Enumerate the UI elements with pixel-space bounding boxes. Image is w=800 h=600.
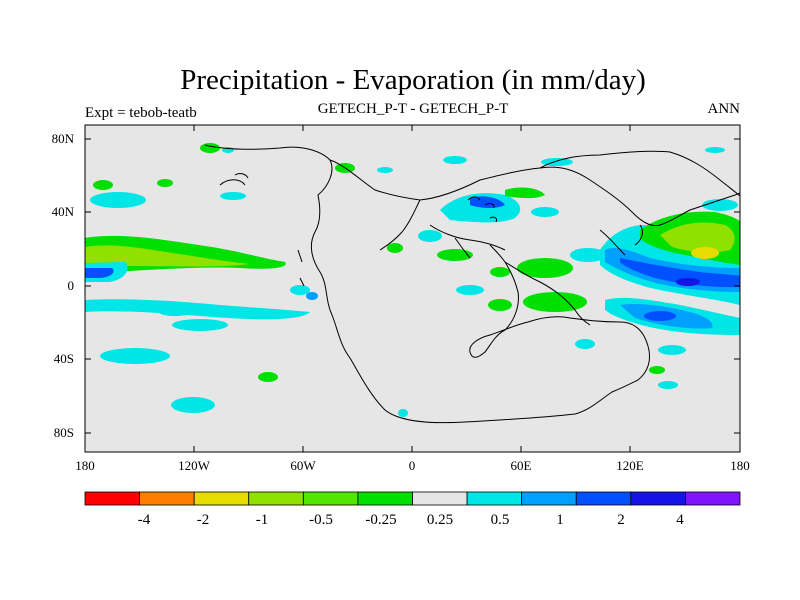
colorbar-label: -2: [197, 512, 210, 528]
contour-cyan-south-pacific-e: [658, 381, 678, 389]
coastline-americas-antarctica: [204, 144, 651, 424]
contour-cyan-south-pacific-f: [658, 345, 686, 355]
x-tick-label: 120W: [178, 458, 211, 473]
x-tick-label: 180: [75, 458, 95, 473]
colorbar-label: -1: [256, 512, 269, 528]
contour-green-north-pacific: [93, 180, 113, 190]
coastline-africa-east: [504, 261, 591, 326]
contour-lightgreen-west-pacific: [660, 222, 735, 253]
y-tick-label: 40S: [54, 351, 74, 366]
contour-cyan-indian: [570, 248, 606, 262]
dataset-label: GETECH_P-T - GETECH_P-T: [318, 101, 509, 117]
contour-cyan-southern-2: [575, 339, 595, 349]
colorbar-swatch: [193, 491, 250, 506]
contour-green-south-pacific-e: [649, 366, 665, 374]
colorbar-label: 0.5: [491, 512, 510, 528]
contour-lightgreen-pacific: [85, 245, 250, 267]
contour-cyan-east-asia: [702, 199, 738, 211]
contour-cyan-southern: [456, 285, 484, 295]
axis-ticks: [84, 125, 741, 452]
contour-blue-tethys: [470, 196, 505, 209]
colorbar-label: 2: [617, 512, 625, 528]
contour-cyan-atlantic: [418, 230, 442, 242]
contour-deepblue-west-pacific: [676, 278, 700, 286]
contour-cyan-north-pacific: [90, 192, 146, 208]
coastline-layer: [204, 144, 740, 424]
contour-green-africa: [517, 258, 573, 278]
colorbar-label: 4: [676, 512, 684, 528]
coastline-islands-north: [467, 196, 497, 223]
x-tick-label: 0: [409, 458, 416, 473]
y-tick-label: 0: [68, 278, 75, 293]
contour-cyan-south-pacific-3: [100, 348, 170, 364]
x-tick-label: 60E: [511, 458, 532, 473]
contour-green-arctic-1: [200, 143, 220, 153]
contour-cyan-arctic-3: [443, 156, 467, 164]
contour-green-tethys: [505, 187, 545, 199]
season-label: ANN: [708, 101, 741, 117]
coastline-eurasia: [539, 150, 740, 197]
contour-cyan-arctic-2: [377, 167, 393, 173]
contour-cyan-tethys-2: [531, 207, 559, 217]
colorbar-swatch: [466, 491, 523, 506]
contour-cyan-small-1: [159, 308, 191, 316]
contour-green-north-pacific-2: [157, 179, 173, 187]
colorbar-swatch: [685, 491, 741, 506]
contour-cyan-tethys: [440, 193, 521, 223]
colorbar-swatch: [521, 491, 577, 506]
coastline-mediterranean: [429, 224, 506, 259]
colorbar-label: 0.25: [427, 512, 453, 528]
coastline-asia-east: [599, 224, 643, 256]
contour-yellow-west-pacific: [691, 247, 719, 259]
x-tick-label: 180: [730, 458, 750, 473]
colorbar-swatch: [630, 491, 686, 506]
colorbar-swatch: [302, 491, 359, 506]
x-tick-label: 120E: [616, 458, 644, 473]
contour-cyan-antarctic: [398, 409, 408, 417]
contour-darkblue-sw-pacific: [644, 311, 676, 321]
contour-darkblue-west-pacific: [620, 258, 740, 288]
colorbar-swatch: [412, 491, 468, 506]
colorbar-swatch: [357, 491, 413, 506]
colorbar-labels: -4 -2 -1 -0.5 -0.25 0.25 0.5 1 2 4: [138, 512, 685, 528]
colorbar-swatch: [84, 491, 140, 506]
x-axis-labels: 180 120W 60W 0 60E 120E 180: [75, 458, 750, 473]
contour-green-africa-2: [490, 267, 510, 277]
coastline-north-landmass-2: [379, 199, 421, 251]
contour-green-southern-2: [488, 299, 512, 311]
colorbar-swatch: [248, 491, 304, 506]
contour-cyan-arctic-5: [705, 147, 725, 153]
coastline-islands-pacific: [219, 173, 305, 287]
colorbar-label: 1: [556, 512, 564, 528]
contour-green-small-1: [258, 372, 278, 382]
map-panel: [84, 124, 741, 453]
contour-blue-equatorial: [85, 268, 114, 278]
contour-green-atlantic: [387, 243, 403, 253]
contour-fill-layer: [85, 143, 740, 417]
contour-cyan-north-pacific-2: [220, 192, 246, 200]
colorbar-label: -4: [138, 512, 151, 528]
y-axis-labels: 80N 40N 0 40S 80S: [52, 131, 75, 440]
contour-cyan-small-2: [290, 285, 310, 295]
contour-cyan-south-pacific-4: [171, 397, 215, 413]
contour-green-southern: [523, 292, 587, 312]
experiment-label: Expt = tebob-teatb: [85, 105, 197, 121]
x-tick-label: 60W: [290, 458, 316, 473]
colorbar-label: -0.5: [309, 512, 333, 528]
colorbar-swatch: [139, 491, 195, 506]
contour-cyan-south-pacific: [85, 299, 310, 320]
y-tick-label: 40N: [52, 204, 75, 219]
figure-title: Precipitation - Evaporation (in mm/day): [180, 64, 646, 96]
y-tick-label: 80S: [54, 425, 74, 440]
contour-green-atlantic-2: [437, 249, 473, 261]
y-tick-label: 80N: [52, 131, 75, 146]
colorbar: [84, 491, 741, 506]
coastline-north-landmass: [329, 159, 740, 227]
colorbar-label: -0.25: [365, 512, 396, 528]
contour-blue-small-1: [306, 292, 318, 300]
contour-cyan-south-pacific-2: [172, 319, 228, 331]
colorbar-swatch: [575, 491, 632, 506]
